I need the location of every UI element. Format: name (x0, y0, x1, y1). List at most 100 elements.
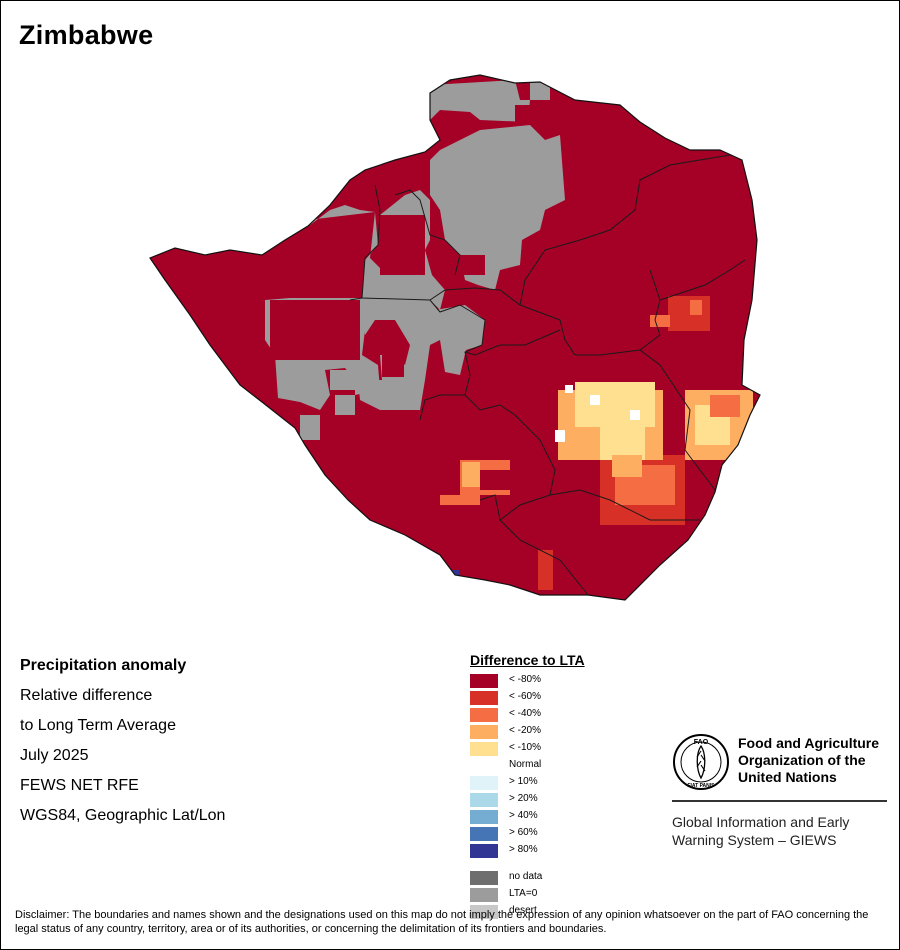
lta-zero-northwest (430, 80, 530, 122)
anomaly-normal-2 (630, 410, 640, 420)
giews-line2: Warning System – GIEWS (672, 832, 837, 848)
legend-label: desert (509, 905, 537, 916)
map-info: Precipitation anomaly Relative differenc… (20, 655, 225, 835)
dry-patch-2 (270, 300, 360, 360)
legend-item-row: < -40% (470, 707, 585, 724)
legend-item-row: < -80% (470, 673, 585, 690)
legend-extra-item-row: LTA=0 (470, 887, 585, 904)
fao-name-line1: Food and Agriculture (738, 735, 880, 751)
anomaly-normal-4 (565, 385, 573, 393)
legend-item-row: > 40% (470, 809, 585, 826)
anomaly-center-4 (612, 455, 642, 477)
legend-label: > 20% (509, 793, 538, 804)
lta-zero-block-4 (300, 415, 320, 440)
fao-logo-text: FAO (694, 739, 709, 746)
legend-item-row: < -60% (470, 690, 585, 707)
legend-item-row: > 60% (470, 826, 585, 843)
legend-swatch (470, 810, 498, 824)
lta-zero-central-west (358, 300, 440, 410)
legend-label: < -40% (509, 708, 541, 719)
fao-logo-motto: FIAT PANIS (687, 783, 715, 789)
legend-label: > 80% (509, 844, 538, 855)
legend-swatch (470, 844, 498, 858)
province-boundaries (349, 154, 746, 596)
legend-swatch (470, 708, 498, 722)
lta-zero-block-3 (530, 80, 550, 100)
legend-swatch (470, 691, 498, 705)
anomaly-east-3 (690, 300, 702, 315)
anomaly-normal-3 (555, 430, 565, 442)
legend-swatch (470, 827, 498, 841)
legend-items: < -80% < -60% < -40% < -20% < -10% Normal > 10… (470, 673, 585, 860)
legend-swatch (470, 871, 498, 885)
anomaly-southwest-3 (480, 470, 510, 490)
disclaimer: Disclaimer: The boundaries and names sho… (15, 909, 869, 935)
fao-logo-icon: FAO FIAT PANIS (673, 734, 729, 790)
legend-label: < -80% (509, 674, 541, 685)
legend-item-row: < -10% (470, 741, 585, 758)
anomaly-east-1 (668, 296, 710, 331)
legend-extra: no data LTA=0 desert (470, 870, 585, 921)
legend-label: < -60% (509, 691, 541, 702)
fao-name-line3: United Nations (738, 769, 837, 785)
legend-swatch (470, 725, 498, 739)
fao-name-line2: Organization of the (738, 752, 866, 768)
giews-name: Global Information and Early Warning Sys… (672, 813, 849, 849)
lta-zero-north-central (430, 125, 565, 290)
legend-extra-item-row: desert (470, 904, 585, 921)
dry-patches (270, 105, 540, 377)
legend-item-row: Normal (470, 758, 585, 775)
dry-patch-4 (515, 105, 540, 123)
info-source: FEWS NET RFE (20, 777, 139, 794)
legend-label: LTA=0 (509, 888, 538, 899)
legend-label: Normal (509, 759, 542, 770)
fao-divider (672, 800, 887, 802)
legend-item-row: < -20% (470, 724, 585, 741)
legend-swatch (470, 674, 498, 688)
legend-swatch (470, 793, 498, 807)
fao-block: FAO FIAT PANIS Food and Agriculture Orga… (672, 733, 892, 853)
legend-swatch (470, 776, 498, 790)
dry-patch-3 (382, 355, 404, 377)
legend-label: > 60% (509, 827, 538, 838)
lta-zero-block-2 (335, 395, 355, 415)
info-measure: Relative difference (20, 687, 153, 704)
legend-swatch (470, 759, 498, 773)
legend-label: > 40% (509, 810, 538, 821)
legend-swatch (470, 888, 498, 902)
dry-patch-5 (460, 255, 485, 275)
anomaly-south-strip (538, 550, 553, 590)
anomaly-southwest-2 (462, 462, 480, 487)
legend-label: no data (509, 871, 543, 882)
giews-line1: Global Information and Early (672, 814, 850, 830)
zimbabwe-map (149, 74, 761, 601)
fao-name: Food and Agriculture Organization of the… (738, 735, 879, 786)
info-period: July 2025 (20, 747, 89, 764)
anomaly-center-3 (600, 420, 645, 460)
legend-label: > 10% (509, 776, 538, 787)
legend-item-row: > 80% (470, 843, 585, 860)
anomaly-normal-1 (590, 395, 600, 405)
legend: Difference to LTA < -80% < -60% < -40% < -2… (470, 652, 585, 921)
lta-zero-block-1 (330, 370, 355, 390)
anomaly-southeast-3 (710, 395, 740, 417)
legend-swatch (470, 742, 498, 756)
dry-patch-1 (380, 215, 425, 275)
legend-label: < -20% (509, 725, 541, 736)
map-title: Zimbabwe (19, 20, 154, 50)
anomaly-east-2 (650, 315, 670, 327)
anomaly-southwest-4 (440, 495, 480, 505)
moderate-anomalies (440, 296, 753, 590)
country-outline (149, 74, 761, 601)
legend-label: < -10% (509, 742, 541, 753)
legend-extra-item-row: no data (470, 870, 585, 887)
legend-item-row: > 10% (470, 775, 585, 792)
info-projection: WGS84, Geographic Lat/Lon (20, 807, 226, 824)
info-product: Precipitation anomaly (20, 657, 187, 674)
legend-title: Difference to LTA (470, 652, 585, 668)
info-measure-ref: to Long Term Average (20, 717, 176, 734)
lta-zero-central (435, 305, 485, 375)
anomaly-center-2 (575, 382, 655, 427)
legend-swatch (470, 905, 498, 919)
legend-item-row: > 20% (470, 792, 585, 809)
